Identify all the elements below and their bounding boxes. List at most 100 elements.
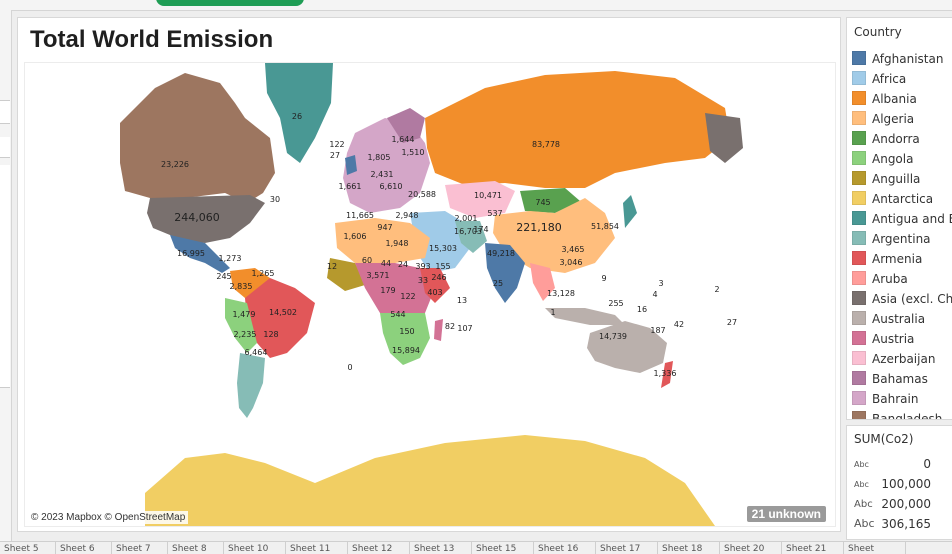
region-west-africa[interactable] <box>327 258 365 291</box>
region-iran[interactable] <box>455 221 487 253</box>
legend-item[interactable]: Azerbaijan <box>852 349 952 369</box>
sheet-tab[interactable]: Sheet 20 <box>720 542 782 554</box>
legend-item[interactable]: Algeria <box>852 109 952 129</box>
region-kazakhstan[interactable] <box>445 181 515 218</box>
sheet-tab[interactable]: Sheet 12 <box>348 542 410 554</box>
region-central-africa[interactable] <box>355 263 435 318</box>
world-map[interactable]: 26 23,226 244,060 83,778 221,180 10,471 745 51,… <box>24 62 836 527</box>
legend-label: Antigua and Ba <box>872 212 952 226</box>
sheet-tab[interactable]: Sheet 21 <box>782 542 844 554</box>
legend-swatch <box>852 291 866 305</box>
sheet-tab[interactable]: Sheet 11 <box>286 542 348 554</box>
sheet-tab[interactable]: Sheet 16 <box>534 542 596 554</box>
map-value-label: 122 <box>400 292 415 301</box>
map-value-label: 16,995 <box>177 249 205 258</box>
region-europe[interactable] <box>343 118 430 213</box>
legend-item[interactable]: Asia (excl. Chin <box>852 289 952 309</box>
sheet-tab[interactable]: Sheet 10 <box>224 542 286 554</box>
sheet-tab[interactable]: Sheet 18 <box>658 542 720 554</box>
legend-item[interactable]: Africa <box>852 69 952 89</box>
legend-swatch <box>852 171 866 185</box>
left-control-2[interactable] <box>0 137 10 158</box>
sheet-tab[interactable]: Sheet 5 <box>0 542 56 554</box>
map-value-label: 244,060 <box>174 211 220 224</box>
legend-swatch <box>852 51 866 65</box>
region-russia[interactable] <box>425 71 730 188</box>
map-value-label: 16 <box>637 305 647 314</box>
unknown-badge[interactable]: 21 unknown <box>746 506 826 522</box>
legend-item[interactable]: Albania <box>852 89 952 109</box>
legend-item[interactable]: Bangladesh <box>852 409 952 420</box>
region-indonesia[interactable] <box>545 308 625 325</box>
region-uk[interactable] <box>345 155 357 175</box>
region-brazil[interactable] <box>245 278 315 358</box>
active-tab-pill[interactable] <box>156 0 304 6</box>
sheet-tab[interactable]: Sheet 17 <box>596 542 658 554</box>
region-madagascar[interactable] <box>434 319 443 341</box>
sheet-tab[interactable]: Sheet <box>844 542 906 554</box>
region-china[interactable] <box>493 198 615 273</box>
region-greenland[interactable] <box>265 63 333 163</box>
region-mexico[interactable] <box>170 235 230 273</box>
map-value-label: 107 <box>457 324 472 333</box>
map-value-label: 179 <box>380 286 395 295</box>
map-value-label: 128 <box>263 330 278 339</box>
region-south-africa[interactable] <box>380 313 430 365</box>
region-north-africa[interactable] <box>335 218 430 263</box>
region-canada[interactable] <box>120 73 275 203</box>
sheet-tab[interactable]: Sheet 8 <box>168 542 224 554</box>
legend-item[interactable]: Argentina <box>852 229 952 249</box>
region-mongolia[interactable] <box>520 188 580 213</box>
legend-swatch <box>852 91 866 105</box>
region-nz[interactable] <box>661 361 673 388</box>
legend-item[interactable]: Bahamas <box>852 369 952 389</box>
map-attribution[interactable]: © 2023 Mapbox © OpenStreetMap <box>28 511 189 524</box>
region-peru[interactable] <box>225 298 257 353</box>
legend-label: Africa <box>872 72 907 86</box>
region-japan[interactable] <box>623 195 637 228</box>
sheet-tab[interactable]: Sheet 13 <box>410 542 472 554</box>
legend-item[interactable]: Austria <box>852 329 952 349</box>
legend-item[interactable]: Australia <box>852 309 952 329</box>
legend-item[interactable]: Armenia <box>852 249 952 269</box>
legend-title: Country <box>854 25 902 39</box>
legend-item[interactable]: Angola <box>852 149 952 169</box>
sheet-tab[interactable]: Sheet 7 <box>112 542 168 554</box>
legend-label: Afghanistan <box>872 52 944 66</box>
region-usa[interactable] <box>147 195 265 243</box>
size-legend-row: Abc 200,000 <box>854 497 931 511</box>
legend-swatch <box>852 391 866 405</box>
legend-label: Bangladesh <box>872 412 943 420</box>
left-control-1[interactable] <box>0 100 10 124</box>
map-value-label: 1,948 <box>386 239 409 248</box>
region-india[interactable] <box>485 243 525 303</box>
sheet-tab[interactable]: Sheet 6 <box>56 542 112 554</box>
map-value-label: 60 <box>362 256 372 265</box>
map-value-label: 51,854 <box>591 222 619 231</box>
size-legend-row: Abc 0 <box>854 457 931 471</box>
sheet-tab[interactable]: Sheet 15 <box>472 542 534 554</box>
legend-item[interactable]: Andorra <box>852 129 952 149</box>
map-value-label: 23,226 <box>161 160 189 169</box>
region-far-east[interactable] <box>705 113 743 163</box>
legend-swatch <box>852 371 866 385</box>
region-argentina[interactable] <box>237 353 265 418</box>
region-scandinavia[interactable] <box>387 108 425 143</box>
legend-swatch <box>852 71 866 85</box>
region-australia[interactable] <box>587 321 667 373</box>
legend-item[interactable]: Aruba <box>852 269 952 289</box>
legend-item[interactable]: Afghanistan <box>852 49 952 69</box>
legend-item[interactable]: Antigua and Ba <box>852 209 952 229</box>
legend-item[interactable]: Antarctica <box>852 189 952 209</box>
legend-swatch <box>852 331 866 345</box>
legend-list: Afghanistan Africa Albania Algeria Andorra An… <box>852 49 952 420</box>
region-se-asia[interactable] <box>530 263 555 301</box>
map-value-label: 745 <box>535 198 550 207</box>
legend-item[interactable]: Anguilla <box>852 169 952 189</box>
region-east-africa[interactable] <box>420 268 450 303</box>
legend-label: Antarctica <box>872 192 934 206</box>
map-canvas[interactable]: 26 23,226 244,060 83,778 221,180 10,471 745 51,… <box>25 63 835 526</box>
legend-item[interactable]: Bahrain <box>852 389 952 409</box>
size-legend-row: Abc 100,000 <box>854 477 931 491</box>
region-antarctica[interactable] <box>145 435 715 526</box>
